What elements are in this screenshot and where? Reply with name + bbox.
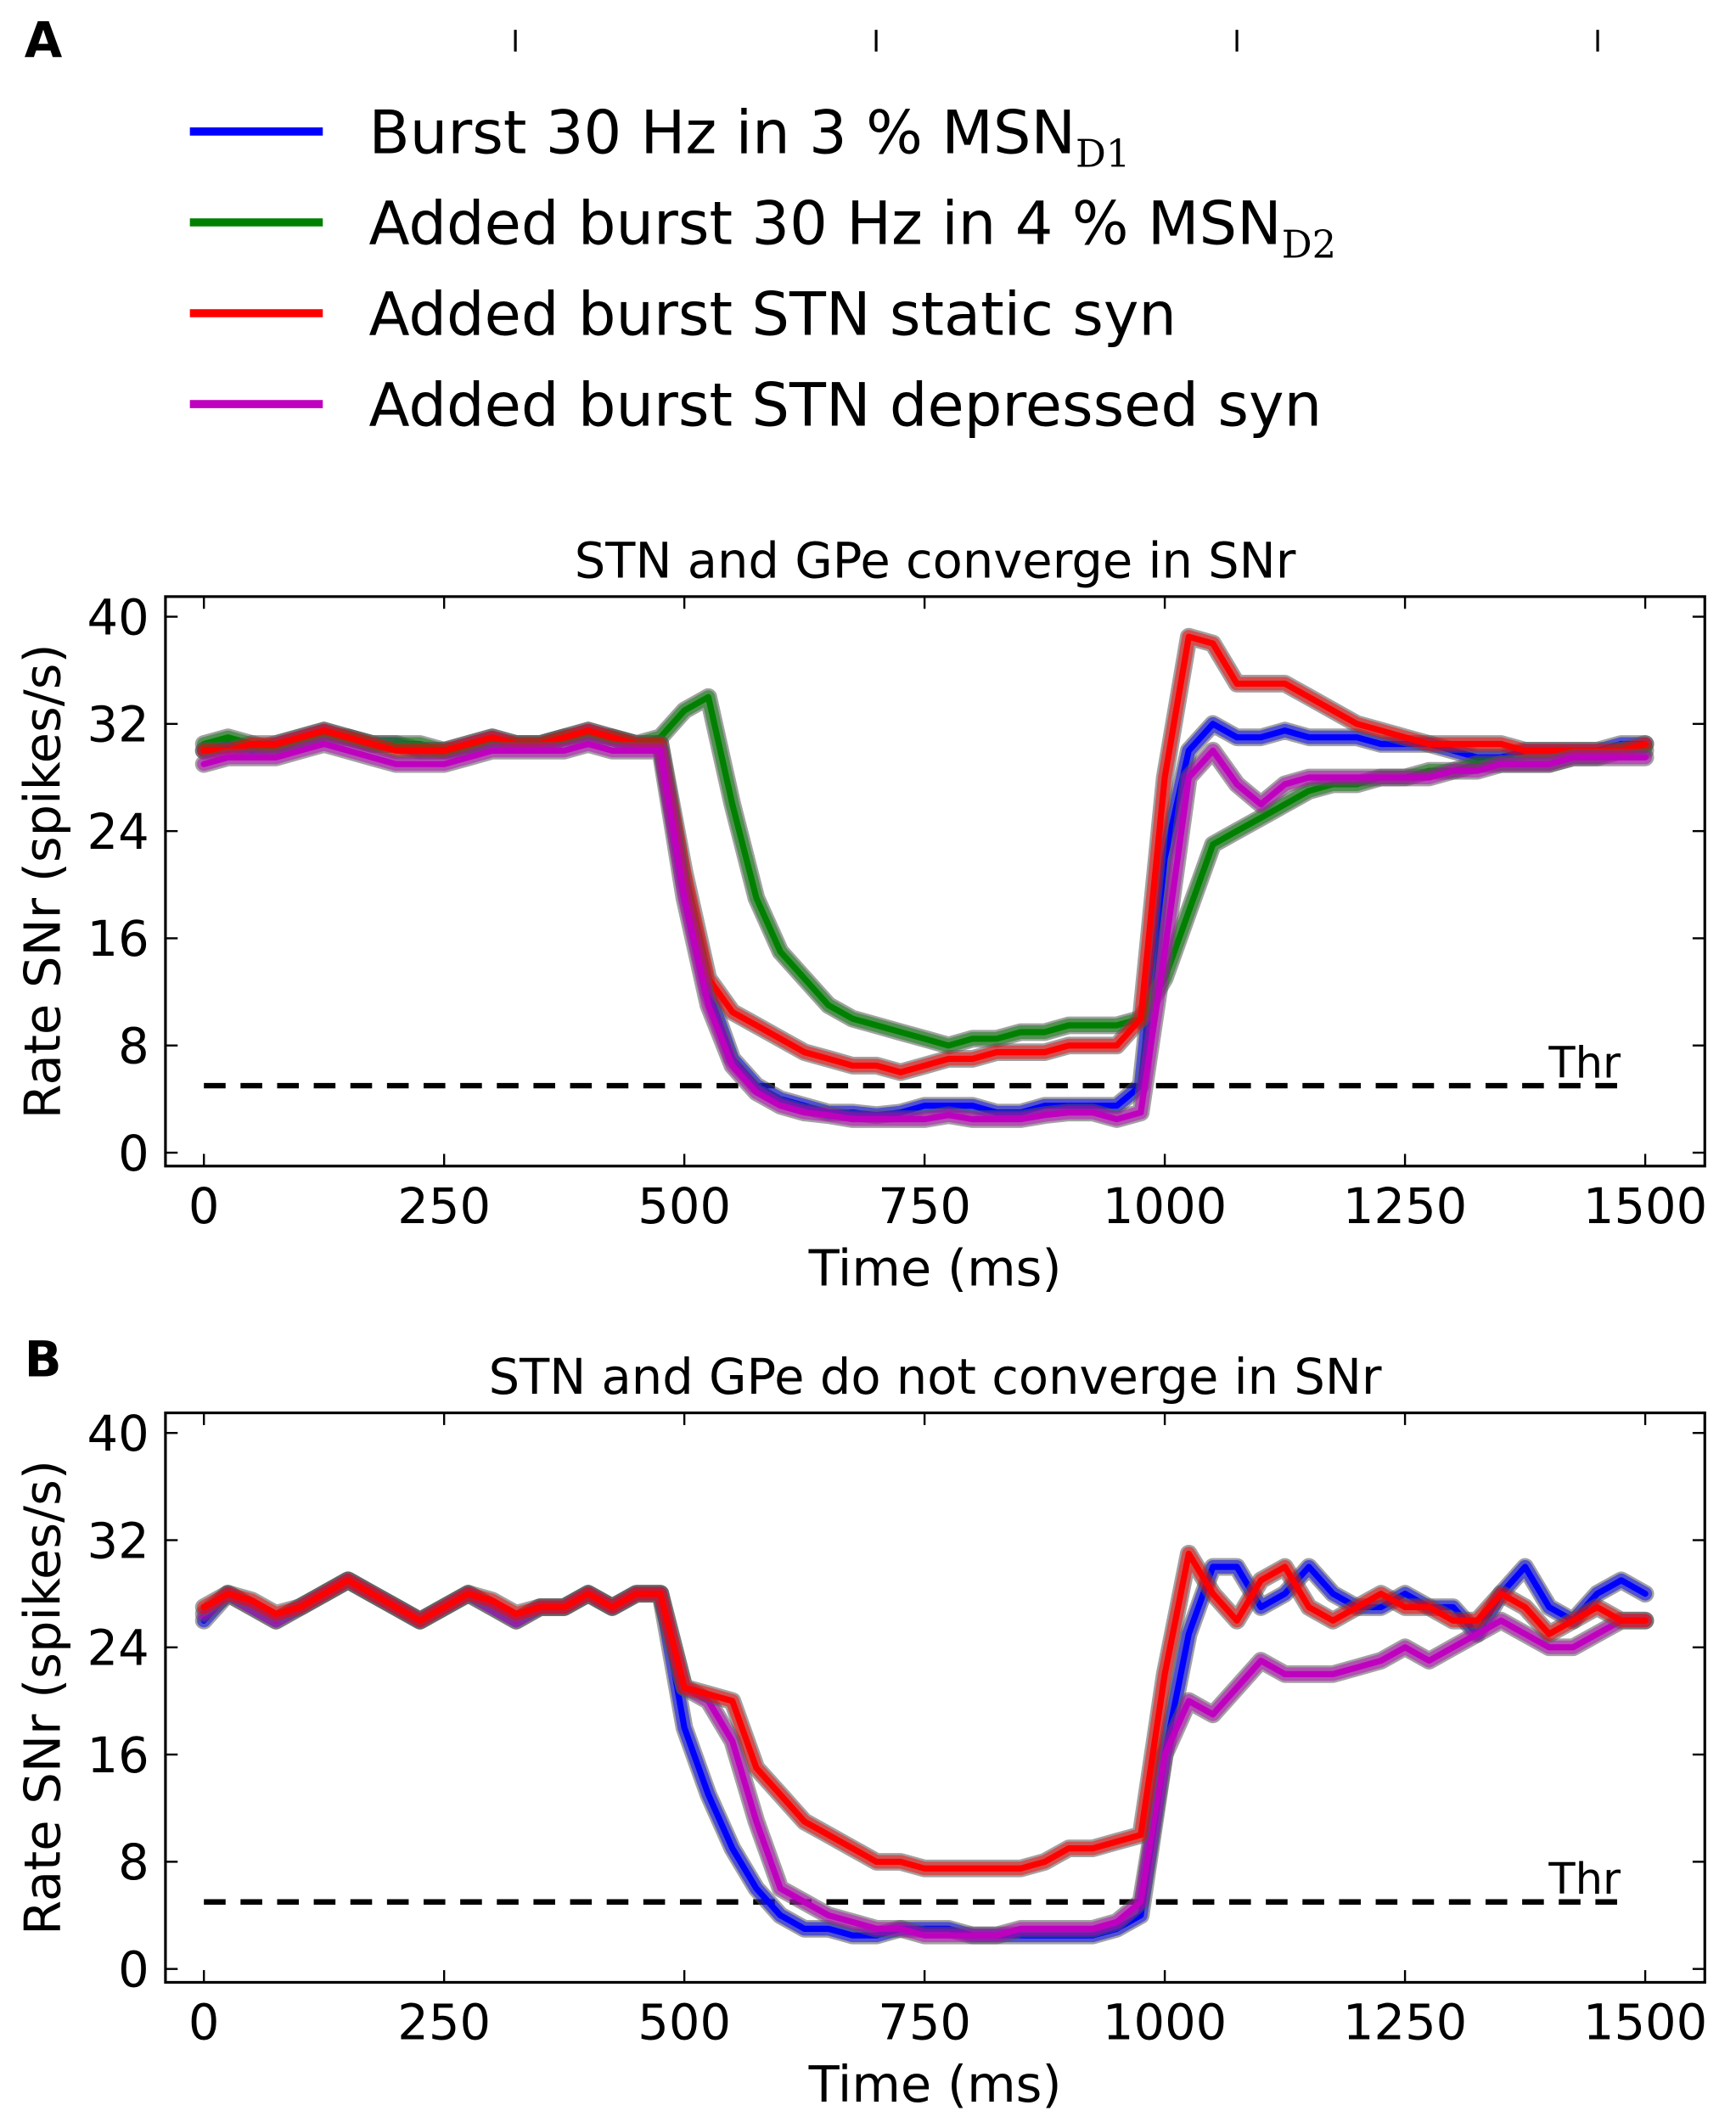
plot-frame: [164, 595, 1706, 1168]
legend-name: Added burst 30 Hz in 4 % MSN: [369, 189, 1282, 259]
legend-name: Added burst STN depressed syn: [369, 371, 1323, 441]
y-tick-label: 8: [118, 1018, 149, 1075]
y-tick-label: 24: [87, 804, 149, 861]
plot-frame: [164, 1411, 1706, 1984]
x-tick-label: 1250: [1343, 1995, 1467, 2052]
chart-title: STN and GPe do not converge in SNr: [489, 1349, 1382, 1406]
x-tick-label: 250: [397, 1178, 491, 1235]
x-tick-label: 1500: [1583, 1995, 1707, 2052]
legend-name: Added burst STN static syn: [369, 280, 1177, 350]
legend-label: Added burst STN depressed syn: [369, 371, 1323, 441]
band: [197, 630, 1653, 1080]
panel-label: A: [25, 12, 63, 69]
x-tick-label: 0: [188, 1995, 220, 2052]
y-axis-label: Rate SNr (spikes/s): [13, 643, 71, 1119]
band-edge: [194, 1571, 1655, 1945]
y-axis-label: Rate SNr (spikes/s): [13, 1460, 71, 1935]
x-tick-label: 0: [188, 1178, 220, 1235]
y-tick-label: 8: [118, 1834, 149, 1891]
x-tick-label: 500: [638, 1995, 731, 2052]
legend-subscript: D1: [1076, 131, 1130, 176]
x-tick-label: 1250: [1343, 1178, 1467, 1235]
y-tick-label: 16: [87, 911, 149, 968]
y-tick-label: 0: [118, 1941, 149, 1998]
x-tick-label: 1000: [1103, 1995, 1227, 2052]
x-tick-label: 250: [397, 1995, 491, 2052]
legend-subscript: D2: [1282, 222, 1336, 267]
x-tick-label: 750: [878, 1178, 971, 1235]
legend-label: Added burst STN static syn: [369, 280, 1177, 350]
x-tick-label: 1000: [1103, 1178, 1227, 1235]
legend-label: Burst 30 Hz in 3 % MSND1: [369, 98, 1131, 177]
legend-label: Added burst 30 Hz in 4 % MSND2: [369, 189, 1336, 267]
series-line: [200, 1550, 1649, 1872]
panel-label: B: [25, 1331, 62, 1388]
band: [197, 1573, 1653, 1943]
y-tick-label: 40: [87, 589, 149, 646]
series-line: [200, 740, 1649, 1123]
y-tick-label: 0: [118, 1126, 149, 1182]
x-tick-label: 750: [878, 1995, 971, 2052]
y-tick-label: 32: [87, 1513, 149, 1569]
series-line: [200, 1577, 1649, 1939]
x-tick-label: 1500: [1583, 1178, 1707, 1235]
threshold-label: Thr: [1548, 1855, 1621, 1905]
threshold-label: Thr: [1548, 1039, 1621, 1089]
x-axis-label: Time (ms): [808, 1238, 1062, 1297]
x-axis-label: Time (ms): [808, 2055, 1062, 2114]
band-edge: [194, 627, 1655, 1081]
x-tick-label: 500: [638, 1178, 731, 1235]
band: [197, 1547, 1653, 1876]
y-tick-label: 32: [87, 697, 149, 754]
chart-title: STN and GPe converge in SNr: [575, 533, 1296, 590]
y-tick-label: 16: [87, 1727, 149, 1784]
series-line: [200, 633, 1649, 1075]
y-tick-label: 24: [87, 1620, 149, 1677]
y-tick-label: 40: [87, 1406, 149, 1462]
legend-name: Burst 30 Hz in 3 % MSN: [369, 98, 1076, 168]
